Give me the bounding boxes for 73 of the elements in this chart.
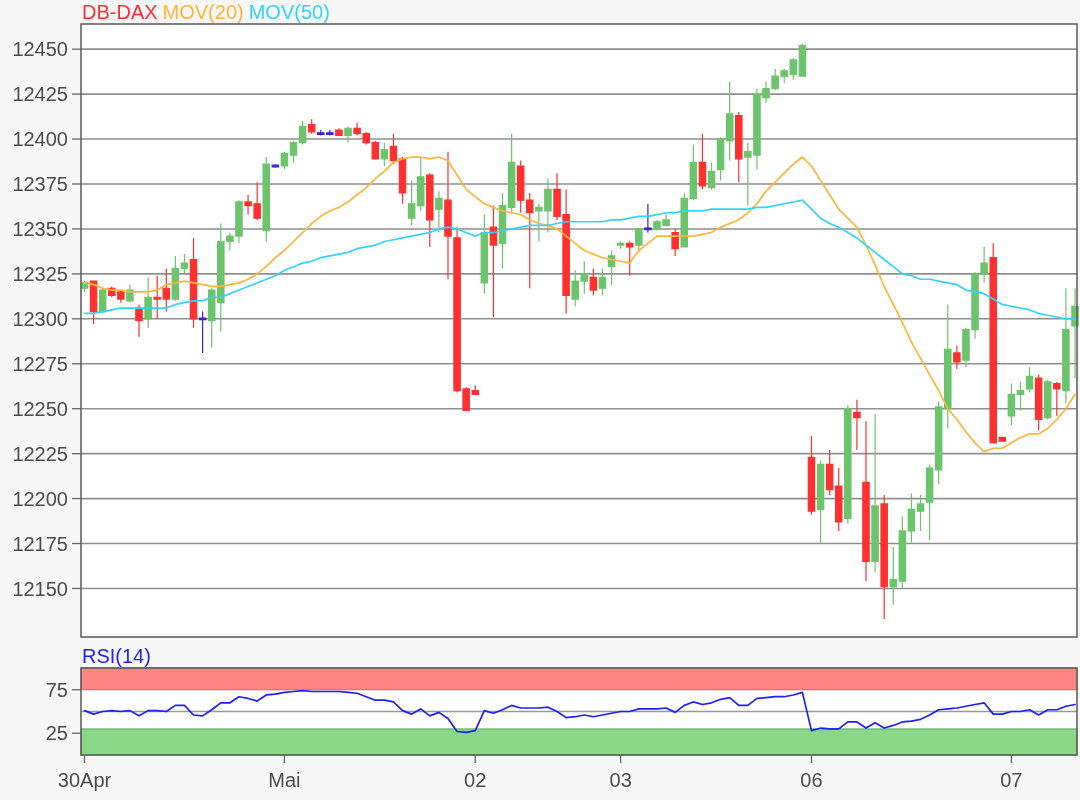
x-tick-label: Mai xyxy=(268,769,301,791)
candlestick xyxy=(698,133,707,190)
candlestick xyxy=(871,413,879,573)
candlestick xyxy=(1025,366,1034,394)
candlestick xyxy=(344,125,352,144)
candlestick xyxy=(289,140,298,164)
y-tick-label: 12425 xyxy=(12,83,68,106)
candlestick xyxy=(1071,287,1079,379)
y-tick-label: 12275 xyxy=(12,352,68,375)
y-tick-label: 12150 xyxy=(12,577,68,600)
text: MOV(20) xyxy=(162,1,244,23)
text: MOV(50) xyxy=(248,1,330,23)
line-series xyxy=(83,199,1076,320)
x-tick-label: 03 xyxy=(609,769,632,791)
candlestick xyxy=(507,133,516,214)
candlestick xyxy=(1043,379,1052,421)
candlestick xyxy=(1062,287,1070,404)
y-tick-label: 12450 xyxy=(12,38,68,61)
y-tick-label: 12225 xyxy=(12,442,68,465)
candlestick xyxy=(862,420,870,582)
y-tick-label: 12175 xyxy=(12,532,68,555)
y-tick-label: 12350 xyxy=(12,218,68,241)
candlestick xyxy=(916,494,925,532)
y-tick-label: 25 xyxy=(45,722,68,745)
candlestick xyxy=(444,151,452,280)
candlestick xyxy=(616,240,625,250)
candlestick xyxy=(625,240,634,277)
candlestick xyxy=(307,118,316,135)
x-tick-label: 07 xyxy=(1000,769,1023,791)
candlestick xyxy=(262,156,271,243)
candlestick xyxy=(853,399,861,451)
y-tick-label: 12325 xyxy=(12,263,68,286)
candlestick xyxy=(1053,381,1061,417)
candlestick xyxy=(644,203,652,234)
candlestick xyxy=(880,494,888,620)
candlestick xyxy=(598,267,607,297)
candlestick xyxy=(335,127,343,137)
candlestick xyxy=(889,546,898,606)
candlestick xyxy=(834,467,843,532)
candlestick xyxy=(589,267,598,297)
line-series xyxy=(83,689,1076,734)
candlestick xyxy=(953,345,961,370)
x-tick-label: 02 xyxy=(464,769,487,791)
candlestick xyxy=(180,253,189,275)
candlestick xyxy=(435,190,443,234)
y-tick-label: 12375 xyxy=(12,173,68,196)
candlestick xyxy=(844,404,852,525)
candlestick xyxy=(1007,382,1016,426)
text: RSI(14) xyxy=(82,645,151,667)
text: DB-DAX xyxy=(82,1,158,23)
candlestick xyxy=(816,460,825,545)
candlestick xyxy=(198,311,207,354)
line-series xyxy=(83,156,1076,453)
candlestick xyxy=(144,276,152,329)
y-tick-label: 12200 xyxy=(12,487,68,510)
candlestick xyxy=(416,156,425,212)
candlestick xyxy=(407,179,416,226)
candlestick xyxy=(680,192,689,248)
y-tick-label: 75 xyxy=(45,678,68,701)
candlestick xyxy=(925,463,934,541)
candlestick xyxy=(135,303,143,338)
x-tick-label: 30Apr xyxy=(57,769,112,791)
x-tick-label: 06 xyxy=(800,769,823,791)
y-tick-label: 12400 xyxy=(12,128,68,151)
candlestick xyxy=(635,228,643,253)
candlestick xyxy=(426,172,434,248)
candlestick xyxy=(907,492,916,545)
candlestick xyxy=(1016,381,1025,412)
candlestick xyxy=(725,80,734,162)
y-tick-label: 12250 xyxy=(12,397,68,420)
candlestick xyxy=(734,111,743,183)
candlestick xyxy=(380,142,389,167)
y-tick-label: 12300 xyxy=(12,308,68,331)
